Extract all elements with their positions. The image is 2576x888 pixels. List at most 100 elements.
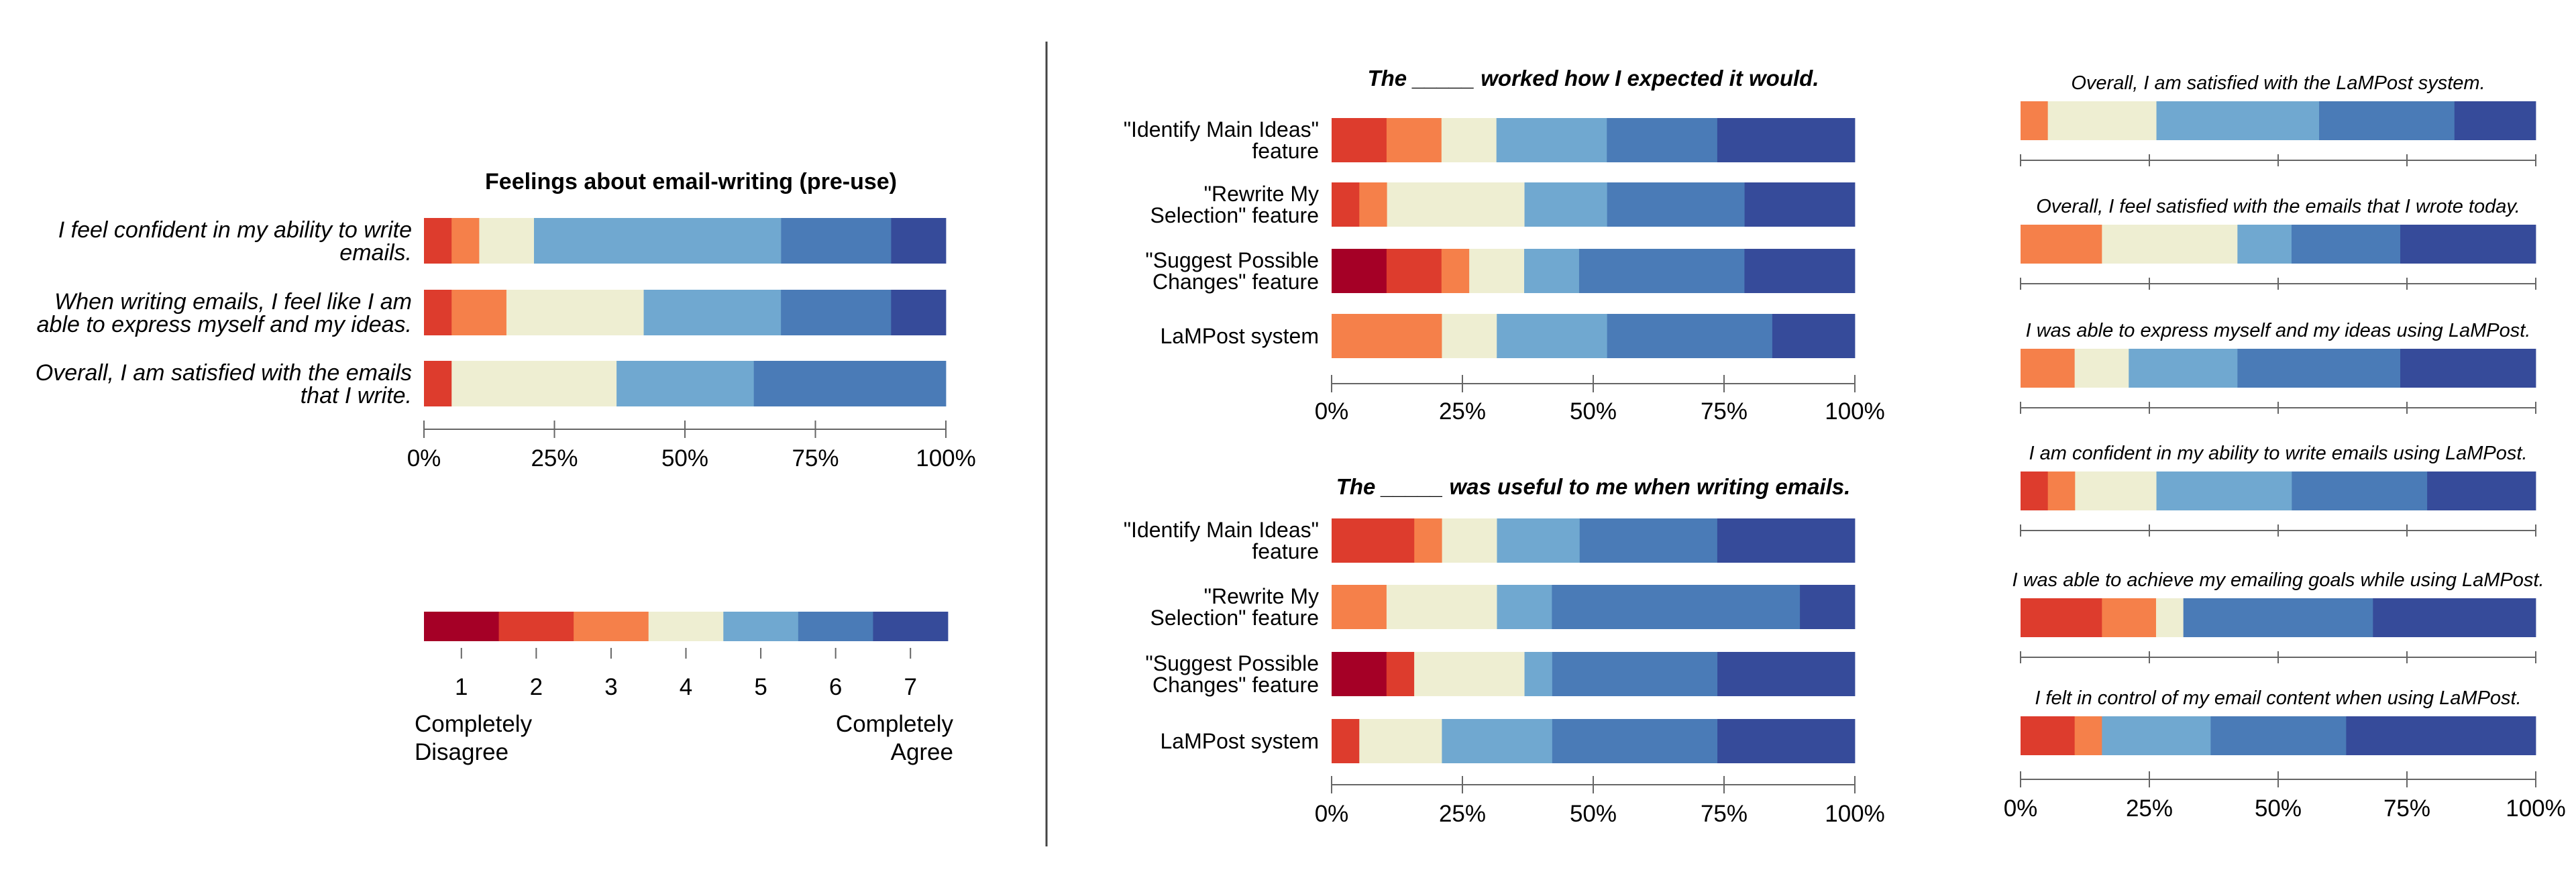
bar-segment-level-7 xyxy=(1717,518,1856,563)
legend-low-label: Disagree xyxy=(415,739,508,765)
bar-segment-level-6 xyxy=(2318,101,2455,140)
legend-low-label: Completely xyxy=(415,711,533,737)
x-tick-label: 100% xyxy=(1825,398,1885,425)
bar-segment-level-2 xyxy=(2021,598,2102,637)
x-tick-label: 0% xyxy=(1315,801,1349,827)
bar-segment-level-5 xyxy=(643,290,782,335)
bar-segment-level-7 xyxy=(2373,598,2536,637)
bar-segment-level-5 xyxy=(1497,518,1580,563)
bar-segment-level-6 xyxy=(1607,182,1745,227)
x-tick-label: 100% xyxy=(2506,795,2566,822)
bar-segment-level-6 xyxy=(1578,249,1745,293)
bar-segment-level-3 xyxy=(451,218,480,264)
chart-2: The _____ worked how I expected it would… xyxy=(1124,66,1885,425)
x-tick-label: 0% xyxy=(1315,398,1349,425)
bar-segment-level-7 xyxy=(2346,716,2536,755)
bar-segment-level-2 xyxy=(1332,118,1387,162)
x-tick-label: 75% xyxy=(1701,398,1748,425)
x-tick-label: 75% xyxy=(1701,801,1748,827)
x-tick-label: 25% xyxy=(1439,801,1486,827)
legend-level-label: 4 xyxy=(680,674,692,700)
category-label: "Rewrite My xyxy=(1204,182,1319,206)
x-tick-label: 50% xyxy=(2255,795,2302,822)
statement-label: I was able to achieve my emailing goals … xyxy=(2012,569,2544,591)
bar-segment-level-5 xyxy=(533,218,782,264)
statement-label: I felt in control of my email content wh… xyxy=(2035,687,2521,709)
bar-segment-level-7 xyxy=(2454,101,2536,140)
bar-segment-level-4 xyxy=(2075,471,2157,510)
bar-segment-level-6 xyxy=(2292,471,2428,510)
bar-segment-level-2 xyxy=(424,361,452,406)
bar-segment-level-1 xyxy=(1332,652,1387,696)
bar-segment-level-7 xyxy=(1744,182,1856,227)
category-label: feature xyxy=(1252,539,1319,563)
x-tick-label: 100% xyxy=(1825,801,1885,827)
bar-segment-level-5 xyxy=(1497,314,1608,358)
x-tick-label: 75% xyxy=(2383,795,2430,822)
bar-segment-level-4 xyxy=(1359,719,1442,763)
legend-level-label: 6 xyxy=(829,674,842,700)
bar-segment-level-6 xyxy=(1552,719,1718,763)
legend-swatch-3 xyxy=(574,612,649,641)
category-label: When writing emails, I feel like I am xyxy=(54,289,412,315)
bar-segment-level-3 xyxy=(2021,349,2076,388)
bar-segment-level-4 xyxy=(1442,518,1497,563)
bar-segment-level-6 xyxy=(1552,652,1718,696)
bar-segment-level-4 xyxy=(1441,118,1497,162)
bar-segment-level-4 xyxy=(2074,349,2129,388)
category-label: Selection" feature xyxy=(1150,203,1319,227)
category-label: Selection" feature xyxy=(1150,606,1319,630)
bar-segment-level-3 xyxy=(1332,585,1387,629)
x-tick-label: 0% xyxy=(2004,795,2038,822)
bar-segment-level-5 xyxy=(1442,719,1553,763)
legend-swatch-7 xyxy=(873,612,949,641)
chart-title: The _____ was useful to me when writing … xyxy=(1336,474,1851,499)
bar-segment-level-7 xyxy=(2400,225,2536,264)
bar-segment-level-3 xyxy=(2102,598,2157,637)
legend-level-label: 2 xyxy=(530,674,543,700)
x-tick-label: 75% xyxy=(792,445,839,471)
bar-segment-level-5 xyxy=(2102,716,2211,755)
bar-segment-level-3 xyxy=(2074,716,2102,755)
legend-swatch-1 xyxy=(424,612,499,641)
bar-segment-level-7 xyxy=(1717,118,1856,162)
bar-segment-level-2 xyxy=(1332,719,1360,763)
bar-segment-level-5 xyxy=(1524,249,1580,293)
bar-segment-level-6 xyxy=(2183,598,2373,637)
bar-segment-level-5 xyxy=(2156,101,2320,140)
bar-segment-level-5 xyxy=(2237,225,2292,264)
x-tick-label: 0% xyxy=(407,445,441,471)
bar-segment-level-3 xyxy=(1441,249,1470,293)
bar-segment-level-4 xyxy=(1386,585,1497,629)
bar-segment-level-5 xyxy=(1524,182,1608,227)
category-label: I feel confident in my ability to write xyxy=(58,217,412,243)
legend-level-label: 5 xyxy=(754,674,767,700)
bar-segment-level-6 xyxy=(2237,349,2401,388)
bar-segment-level-7 xyxy=(1717,719,1856,763)
category-label: feature xyxy=(1252,139,1319,163)
chart-1: Feelings about email-writing (pre-use) I … xyxy=(36,169,976,471)
legend-swatch-6 xyxy=(798,612,873,641)
category-label: LaMPost system xyxy=(1160,324,1319,348)
bar-segment-level-2 xyxy=(2021,716,2076,755)
statement-label: Overall, I feel satisfied with the email… xyxy=(2036,196,2520,217)
legend-level-label: 7 xyxy=(904,674,916,700)
bar-segment-level-4 xyxy=(1414,652,1525,696)
bar-segment-level-2 xyxy=(424,290,452,335)
x-tick-label: 25% xyxy=(2126,795,2173,822)
bar-segment-level-6 xyxy=(1607,118,1718,162)
bar-segment-level-3 xyxy=(2021,225,2102,264)
category-label: Changes" feature xyxy=(1152,673,1319,697)
bar-segment-level-3 xyxy=(1359,182,1387,227)
bar-segment-level-4 xyxy=(479,218,535,264)
category-label: "Suggest Possible xyxy=(1145,248,1319,272)
category-label: "Rewrite My xyxy=(1204,584,1319,608)
category-label: Overall, I am satisfied with the emails xyxy=(36,360,412,386)
x-tick-label: 50% xyxy=(1570,398,1617,425)
bar-segment-level-2 xyxy=(1386,249,1442,293)
bar-segment-level-5 xyxy=(2156,471,2292,510)
bar-segment-level-6 xyxy=(781,218,892,264)
statement-label: I was able to express myself and my idea… xyxy=(2026,320,2531,341)
